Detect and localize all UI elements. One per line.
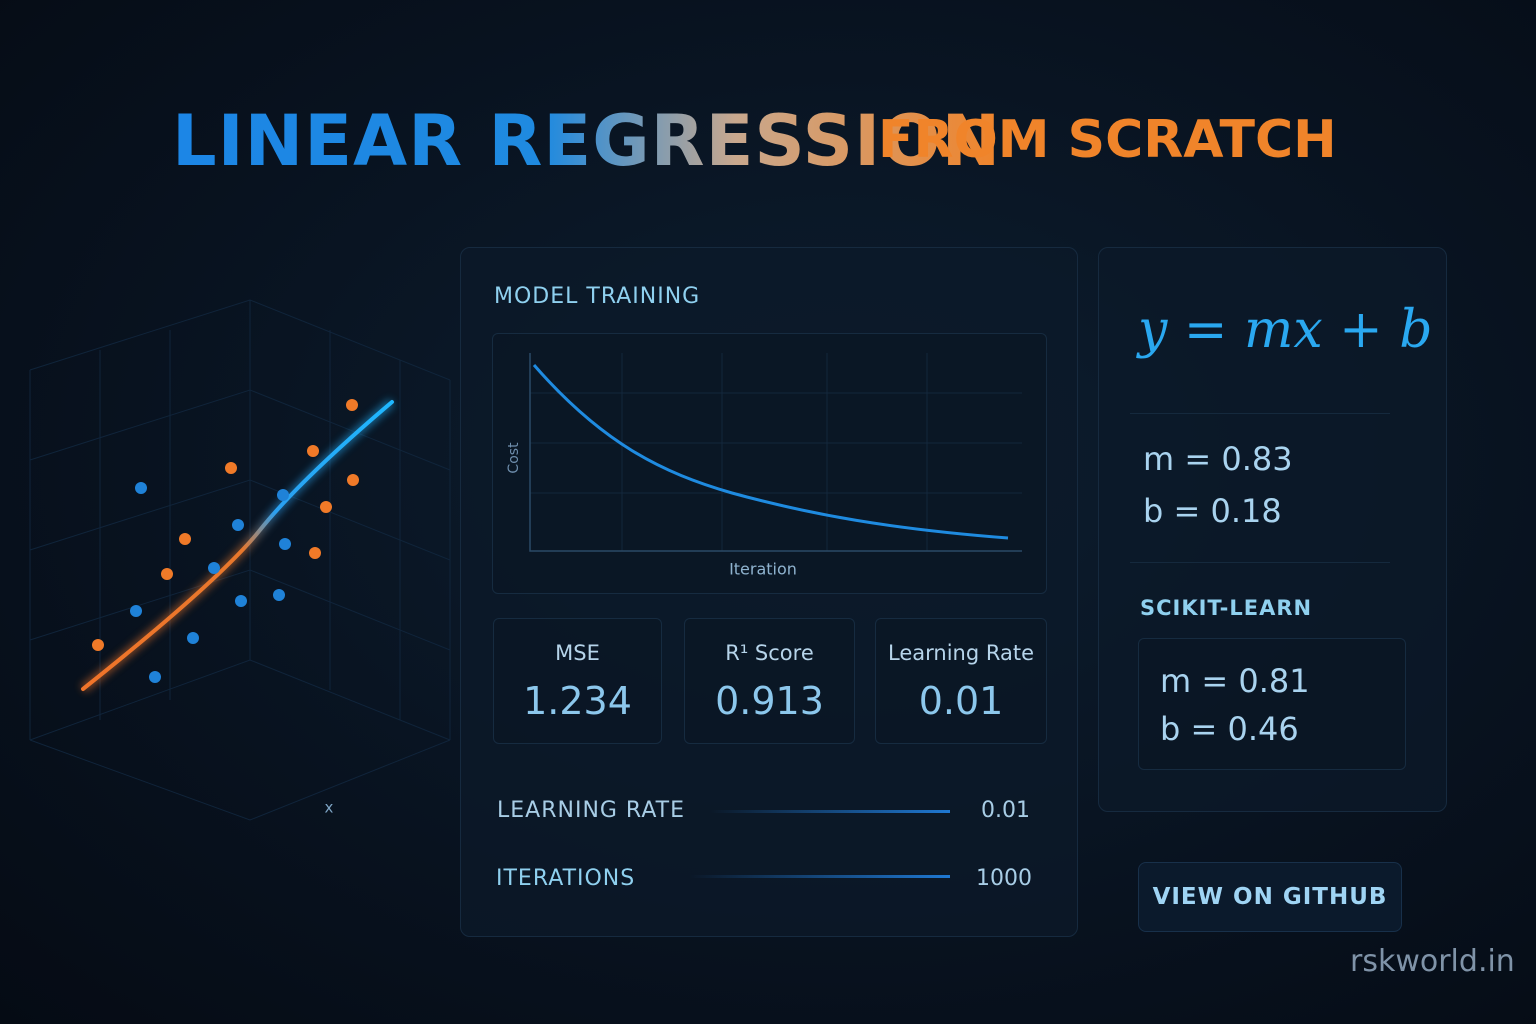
slider-track [710, 810, 950, 813]
metric-card: Learning Rate 0.01 [875, 618, 1047, 744]
coef-label: m = [1143, 440, 1212, 478]
param-label: ITERATIONS [496, 866, 636, 891]
metric-value: 1.234 [523, 679, 632, 723]
metric-value: 0.913 [715, 679, 824, 723]
metric-value: 0.01 [918, 679, 1004, 723]
title: LINEAR REGRESSION [172, 100, 1002, 182]
metric-label: MSE [555, 641, 600, 665]
y-axis-label: Cost [506, 442, 522, 474]
grid [29, 299, 451, 821]
coefficient: m = 0.83 [1143, 440, 1293, 478]
coefficient: m = 0.81 [1160, 662, 1310, 700]
fit-line [81, 400, 394, 691]
panel-title: MODEL TRAINING [494, 284, 701, 309]
orange-points [92, 399, 359, 651]
coef-value: 0.81 [1238, 662, 1310, 700]
metric-label: R¹ Score [725, 641, 814, 665]
scikit-box [1138, 638, 1406, 770]
chart-axes [529, 353, 1022, 552]
coef-value: 0.18 [1210, 492, 1282, 530]
section-title: SCIKIT-LEARN [1140, 596, 1313, 620]
coefficient: b = 0.18 [1143, 492, 1282, 530]
metric-label: Learning Rate [888, 641, 1034, 665]
blue-points [130, 482, 291, 683]
divider [1130, 413, 1390, 414]
param-label: LEARNING RATE [497, 798, 686, 823]
equation: y = mx + b [1138, 300, 1433, 360]
cost-chart: Cost Iteration [506, 353, 1022, 579]
slider-track [690, 875, 950, 878]
github-button[interactable]: VIEW ON GITHUB [1138, 862, 1402, 932]
footer: rskworld.in [1350, 944, 1515, 979]
param-value: 0.01 [981, 798, 1030, 823]
cost-curve [532, 364, 1009, 540]
metric-card: R¹ Score 0.913 [684, 618, 855, 744]
coef-value: 0.83 [1221, 440, 1293, 478]
x-axis-label: x [325, 799, 334, 817]
metric-card: MSE 1.234 [493, 618, 662, 744]
coef-value: 0.46 [1227, 710, 1299, 748]
subtitle: FROM SCRATCH [878, 110, 1337, 170]
x-axis-label: Iteration [729, 560, 797, 579]
coef-label: b = [1143, 492, 1201, 530]
coefficient: b = 0.46 [1160, 710, 1299, 748]
chart-grid [530, 353, 1022, 551]
coef-label: b = [1160, 710, 1218, 748]
param-value: 1000 [976, 866, 1032, 891]
coef-label: m = [1160, 662, 1229, 700]
scatter-illustration: x [29, 299, 451, 821]
divider [1130, 562, 1390, 563]
